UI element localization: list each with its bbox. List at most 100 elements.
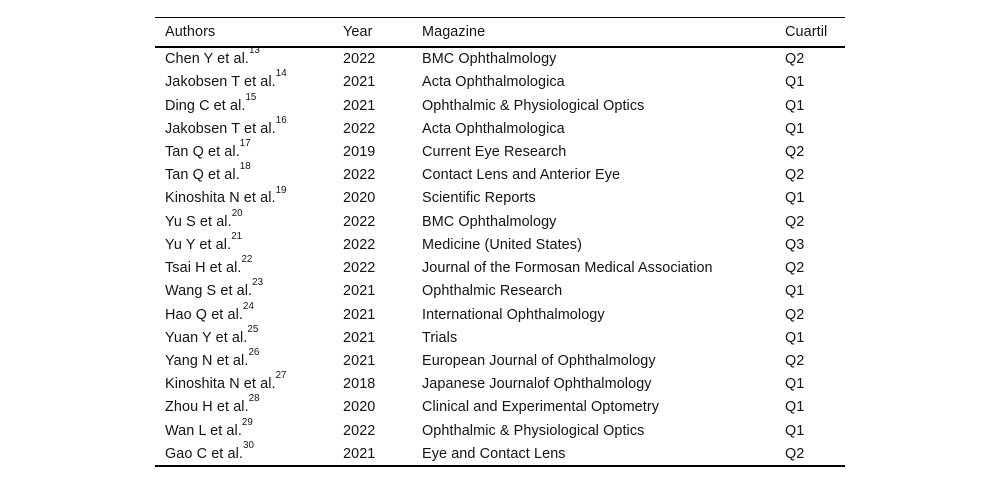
- table-row: Hao Q et al.24 2021 International Ophtha…: [155, 301, 845, 326]
- cell-authors: Yang N et al.26: [165, 348, 343, 369]
- cell-authors: Kinoshita N et al.27: [165, 371, 343, 393]
- cell-authors: Jakobsen T et al.16: [165, 115, 343, 137]
- cell-year: 2021: [343, 283, 376, 300]
- author-text: Ding C et al.: [165, 97, 246, 114]
- cell-authors: Jakobsen T et al.14: [165, 69, 343, 91]
- cell-year: 2018: [343, 376, 376, 393]
- cell-year: 2021: [343, 97, 376, 114]
- table-header-row: Authors Year Magazine Cuartil: [155, 18, 845, 48]
- cell-year: 2022: [343, 167, 376, 184]
- reference-superscript: 23: [252, 277, 264, 289]
- reference-superscript: 27: [275, 370, 287, 382]
- header-cuartil: Cuartil: [785, 23, 828, 40]
- cell-year: 2021: [343, 352, 376, 369]
- cell-authors: Yuan Y et al.25: [165, 324, 343, 346]
- cell-magazine: Ophthalmic & Physiological Optics: [422, 422, 645, 439]
- table-row: Wang S et al.23 2021 Ophthalmic Research…: [155, 277, 845, 303]
- table-row: Jakobsen T et al.16 2022 Acta Ophthalmol…: [155, 115, 845, 140]
- table-row: Zhou H et al.28 2020 Clinical and Experi…: [155, 393, 845, 419]
- cell-authors: Hao Q et al.24: [165, 301, 343, 322]
- cell-cuartil: Q1: [785, 376, 805, 393]
- table-row: Yuan Y et al.25 2021 Trials Q1: [155, 324, 845, 349]
- cell-magazine: Contact Lens and Anterior Eye: [422, 167, 621, 184]
- header-year: Year: [343, 23, 373, 40]
- cell-year: 2019: [343, 143, 376, 160]
- cell-cuartil: Q2: [785, 51, 805, 68]
- cell-year: 2022: [343, 422, 376, 439]
- author-text: Yang N et al.: [165, 352, 249, 369]
- cell-cuartil: Q2: [785, 306, 805, 323]
- cell-cuartil: Q1: [785, 329, 805, 346]
- cell-magazine: Current Eye Research: [422, 143, 567, 160]
- table-row: Yang N et al.26 2021 European Journal of…: [155, 348, 845, 372]
- cell-authors: Tsai H et al.22: [165, 255, 343, 276]
- author-text: Zhou H et al.: [165, 399, 249, 416]
- cell-magazine: European Journal of Ophthalmology: [422, 352, 656, 369]
- table-row: Tan Q et al.17 2019 Current Eye Research…: [155, 139, 845, 163]
- cell-year: 2022: [343, 213, 376, 230]
- publications-table: Authors Year Magazine Cuartil Chen Y et …: [155, 17, 845, 468]
- cell-cuartil: Q1: [785, 399, 805, 416]
- reference-superscript: 16: [275, 114, 287, 126]
- reference-superscript: 28: [248, 393, 260, 405]
- cell-magazine: Journal of the Formosan Medical Associat…: [422, 260, 713, 277]
- cell-year: 2022: [343, 51, 376, 68]
- cell-year: 2020: [343, 399, 376, 416]
- author-text: Wang S et al.: [165, 283, 253, 300]
- author-text: Tan Q et al.: [165, 167, 240, 184]
- reference-superscript: 26: [248, 347, 260, 359]
- cell-authors: Wan L et al.29: [165, 417, 343, 438]
- reference-superscript: 18: [239, 161, 251, 173]
- table-row: Yu S et al.20 2022 BMC Ophthalmology Q2: [155, 208, 845, 233]
- table-body: Chen Y et al.13 2022 BMC Ophthalmology Q…: [155, 45, 845, 466]
- cell-cuartil: Q1: [785, 120, 805, 137]
- cell-authors: Ding C et al.15: [165, 92, 343, 114]
- cell-cuartil: Q2: [785, 352, 805, 369]
- cell-year: 2021: [343, 306, 376, 323]
- cell-magazine: Trials: [422, 329, 458, 346]
- cell-cuartil: Q2: [785, 143, 805, 160]
- author-text: Kinoshita N et al.: [165, 190, 276, 207]
- cell-magazine: BMC Ophthalmology: [422, 213, 557, 230]
- cell-magazine: Clinical and Experimental Optometry: [422, 399, 660, 416]
- cell-authors: Kinoshita N et al.19: [165, 185, 343, 207]
- cell-cuartil: Q3: [785, 236, 805, 253]
- table-row: Kinoshita N et al.19 2020 Scientific Rep…: [155, 185, 845, 210]
- cell-cuartil: Q2: [785, 445, 805, 462]
- header-magazine: Magazine: [422, 23, 486, 40]
- reference-superscript: 17: [239, 138, 251, 150]
- author-text: Kinoshita N et al.: [165, 376, 276, 393]
- cell-magazine: Japanese Journalof Ophthalmology: [422, 376, 652, 393]
- author-text: Yuan Y et al.: [165, 329, 248, 346]
- author-text: Jakobsen T et al.: [165, 120, 276, 137]
- cell-magazine: Eye and Contact Lens: [422, 445, 566, 462]
- cell-magazine: International Ophthalmology: [422, 306, 605, 323]
- cell-year: 2021: [343, 445, 376, 462]
- author-text: Gao C et al.: [165, 445, 243, 462]
- author-text: Yu Y et al.: [165, 236, 232, 253]
- author-text: Jakobsen T et al.: [165, 74, 276, 91]
- author-text: Yu S et al.: [165, 213, 232, 230]
- cell-magazine: Ophthalmic & Physiological Optics: [422, 97, 645, 114]
- cell-authors: Gao C et al.30: [165, 441, 343, 462]
- table-row: Tsai H et al.22 2022 Journal of the Form…: [155, 255, 845, 279]
- cell-cuartil: Q1: [785, 97, 805, 114]
- reference-superscript: 19: [275, 184, 287, 196]
- cell-cuartil: Q2: [785, 213, 805, 230]
- cell-authors: Yu Y et al.21: [165, 232, 343, 253]
- cell-cuartil: Q2: [785, 167, 805, 184]
- cell-magazine: Medicine (United States): [422, 236, 582, 253]
- cell-magazine: Acta Ophthalmologica: [422, 74, 565, 91]
- cell-cuartil: Q2: [785, 260, 805, 277]
- cell-cuartil: Q1: [785, 74, 805, 91]
- table-row: Jakobsen T et al.14 2021 Acta Ophthalmol…: [155, 69, 845, 94]
- cell-authors: Tan Q et al.18: [165, 162, 343, 184]
- cell-magazine: Scientific Reports: [422, 190, 536, 207]
- reference-superscript: 13: [248, 45, 260, 57]
- table-row: Chen Y et al.13 2022 BMC Ophthalmology Q…: [155, 45, 845, 71]
- table-row: Wan L et al.29 2022 Ophthalmic & Physiol…: [155, 417, 845, 442]
- table-row: Kinoshita N et al.27 2018 Japanese Journ…: [155, 371, 845, 396]
- cell-year: 2021: [343, 329, 376, 346]
- cell-cuartil: Q1: [785, 190, 805, 207]
- cell-authors: Tan Q et al.17: [165, 139, 343, 160]
